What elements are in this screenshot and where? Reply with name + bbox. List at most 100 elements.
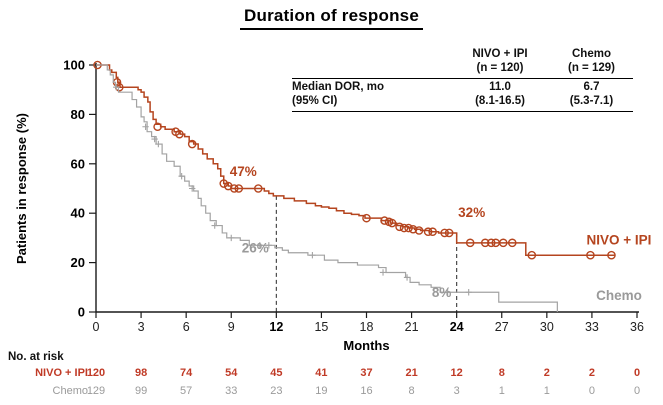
censor-plus-marker bbox=[113, 84, 120, 91]
x-tick-label-18: 18 bbox=[360, 320, 374, 334]
risk-count: 33 bbox=[225, 385, 238, 397]
censor-circle-marker bbox=[440, 228, 449, 238]
series-label-chemo: Chemo bbox=[596, 288, 642, 303]
median-dor-chemo-ci: (5.3-7.1) bbox=[569, 94, 614, 107]
risk-row-nivo-ipi: NIVO + IPI 120 98 74 54 45 41 37 21 12 8 2 2 0 bbox=[0, 367, 663, 382]
risk-row-name: Chemo bbox=[52, 385, 88, 397]
risk-count: 54 bbox=[225, 367, 238, 379]
y-tick-label-100: 100 bbox=[63, 58, 85, 73]
no-at-risk-label: No. at risk bbox=[8, 351, 64, 363]
y-tick-label-80: 80 bbox=[71, 107, 85, 122]
header-nivo-name: NIVO + IPI bbox=[472, 48, 528, 60]
censor-plus-marker bbox=[465, 289, 472, 296]
censor-circle-marker bbox=[362, 213, 371, 223]
x-tick-label-33: 33 bbox=[585, 320, 599, 334]
censor-circle-marker bbox=[444, 228, 454, 238]
risk-count: 0 bbox=[588, 385, 595, 397]
milestone-rate-label-47pct: 47% bbox=[230, 164, 257, 179]
y-axis-label: Patients in response (%) bbox=[14, 113, 29, 264]
censor-circle-marker bbox=[380, 216, 389, 225]
series-label-nivo-ipi: NIVO + IPI bbox=[587, 232, 652, 247]
censor-plus-marker bbox=[309, 251, 316, 259]
censor-plus-marker bbox=[151, 135, 158, 143]
header-chemo: Chemo (n = 129) bbox=[550, 48, 633, 75]
median-dor-label: Median DOR, mo bbox=[292, 81, 385, 94]
y-tick-label-0: 0 bbox=[78, 305, 85, 320]
censor-plus-marker bbox=[379, 269, 387, 276]
censor-circle-marker bbox=[486, 238, 496, 248]
censor-circle-marker bbox=[387, 218, 397, 228]
median-dor-nivo-ci: (8.1-16.5) bbox=[475, 94, 525, 107]
censor-circle-marker bbox=[153, 122, 162, 132]
median-dor-nivo-value: 11.0 bbox=[489, 81, 511, 94]
censor-plus-marker bbox=[178, 172, 185, 180]
median-dor-table-header: NIVO + IPI (n = 120) Chemo (n = 129) bbox=[292, 48, 633, 80]
risk-count: 45 bbox=[270, 367, 283, 379]
x-axis-label: Months bbox=[343, 338, 389, 353]
censor-circle-marker bbox=[414, 226, 424, 235]
risk-count: 120 bbox=[86, 367, 106, 379]
x-tick-label-21: 21 bbox=[405, 320, 419, 334]
censor-plus-marker bbox=[228, 234, 235, 242]
risk-count: 2 bbox=[588, 367, 595, 379]
risk-count: 37 bbox=[360, 367, 373, 379]
censor-circle-marker bbox=[187, 139, 197, 149]
censor-plus-marker bbox=[155, 140, 162, 148]
x-tick-label-0: 0 bbox=[93, 320, 100, 334]
ci-label: (95% CI) bbox=[292, 94, 338, 107]
median-dor-chemo-value: 6.7 bbox=[583, 81, 600, 94]
censor-circle-marker bbox=[404, 223, 413, 233]
milestone-rate-label-26pct: 26% bbox=[242, 241, 269, 256]
milestone-rate-label-8pct: 8% bbox=[432, 285, 452, 300]
median-dor-nivo-cell: 11.0 (8.1-16.5) bbox=[450, 81, 550, 108]
censor-circle-marker bbox=[607, 250, 616, 260]
x-tick-label-36: 36 bbox=[630, 320, 644, 334]
header-chemo-name: Chemo bbox=[572, 48, 611, 60]
risk-count: 23 bbox=[270, 385, 283, 397]
median-dor-chemo-cell: 6.7 (5.3-7.1) bbox=[550, 81, 633, 108]
median-dor-table-row: Median DOR, mo (95% CI) 11.0 (8.1-16.5) … bbox=[292, 79, 633, 113]
censor-circle-marker bbox=[428, 227, 437, 237]
censor-circle-marker bbox=[586, 250, 595, 260]
censor-circle-marker bbox=[175, 129, 184, 139]
censor-circle-marker bbox=[253, 184, 263, 193]
censor-plus-marker bbox=[256, 242, 264, 249]
x-tick-label-12: 12 bbox=[269, 320, 283, 334]
risk-count: 57 bbox=[180, 385, 193, 397]
y-tick-label-60: 60 bbox=[71, 156, 85, 171]
risk-row-name: NIVO + IPI bbox=[35, 367, 88, 379]
header-chemo-n: (n = 129) bbox=[568, 61, 615, 74]
censor-plus-marker bbox=[265, 242, 273, 249]
header-nivo-n: (n = 120) bbox=[476, 61, 524, 74]
risk-row-chemo: Chemo 129 99 57 33 23 19 16 8 3 1 1 0 0 bbox=[0, 385, 663, 400]
y-tick-label-40: 40 bbox=[71, 206, 85, 221]
risk-count: 1 bbox=[498, 385, 505, 397]
median-dor-row-label: Median DOR, mo (95% CI) bbox=[292, 81, 450, 108]
censor-circle-marker bbox=[480, 238, 490, 248]
censor-circle-marker bbox=[229, 184, 239, 193]
risk-count: 129 bbox=[86, 385, 106, 397]
censor-circle-marker bbox=[498, 238, 508, 248]
censor-circle-marker bbox=[527, 250, 537, 260]
censor-circle-marker bbox=[234, 184, 244, 193]
risk-count: 21 bbox=[405, 367, 418, 379]
risk-count: 2 bbox=[543, 367, 550, 379]
censor-circle-marker bbox=[507, 238, 517, 248]
risk-count: 16 bbox=[360, 385, 373, 397]
risk-count: 0 bbox=[633, 385, 641, 397]
censor-plus-marker bbox=[444, 289, 451, 296]
risk-count: 3 bbox=[453, 385, 460, 397]
censor-circle-marker bbox=[408, 224, 418, 234]
censor-circle-marker bbox=[219, 179, 229, 188]
risk-count: 19 bbox=[315, 385, 328, 397]
censor-plus-marker bbox=[403, 274, 411, 281]
median-dor-table: NIVO + IPI (n = 120) Chemo (n = 129) Med… bbox=[292, 48, 633, 113]
censor-circle-marker bbox=[465, 238, 475, 248]
risk-count: 12 bbox=[450, 367, 463, 379]
risk-count: 8 bbox=[498, 367, 505, 379]
x-tick-label-3: 3 bbox=[138, 320, 145, 334]
x-tick-label-6: 6 bbox=[183, 320, 190, 334]
header-nivo: NIVO + IPI (n = 120) bbox=[450, 48, 550, 75]
